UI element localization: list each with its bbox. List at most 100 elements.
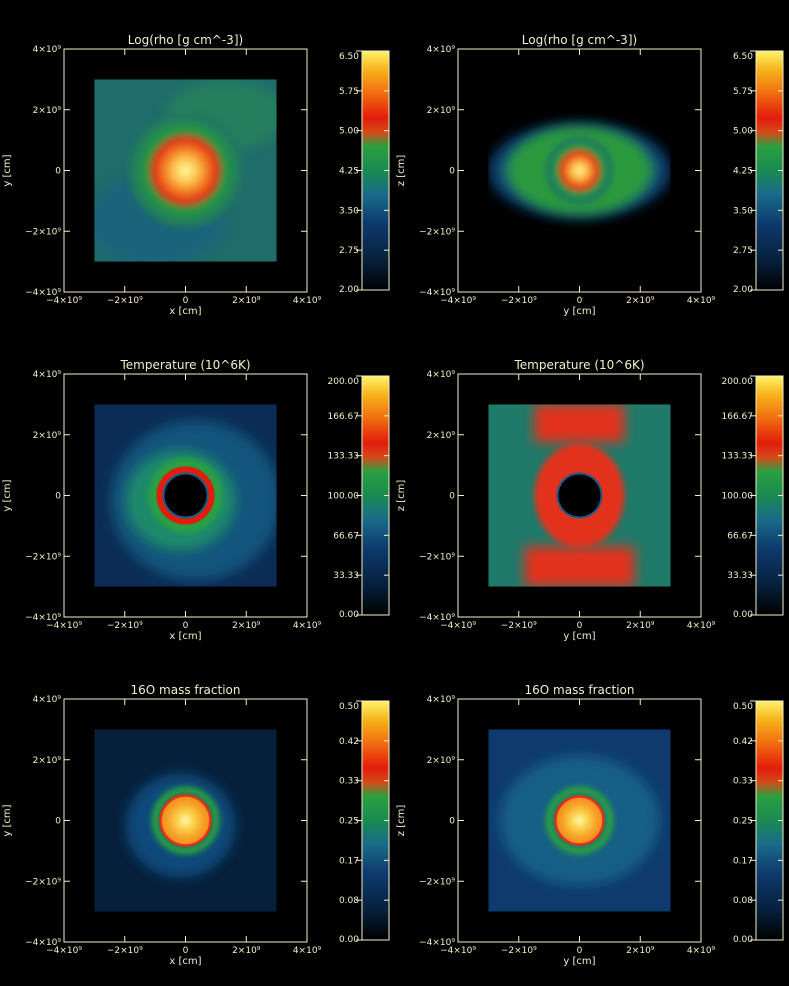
x-tick-label: 4×10⁹ [293,946,322,956]
chart-title: Log(rho [g cm^-3]) [522,33,637,47]
colorbar-tick-label: 33.33 [333,571,359,581]
y-tick-label: 0 [449,167,455,177]
x-tick-label: 2×10⁹ [626,296,655,306]
colorbar-tick-label: 66.67 [333,531,359,541]
y-tick-label: 2×10⁹ [427,106,456,116]
colorbar-tick-label: 0.00 [733,935,753,945]
colorbar-tick-label: 133.33 [722,452,754,462]
x-tick-label: −4×10⁹ [440,946,476,956]
heatmap-image [94,404,277,587]
panel-4: −4×10⁹−4×10⁹ −2×10⁹ −2×10⁹ 0 0 2×10⁹ 2×10⁹ 4×10… [396,358,784,642]
y-axis-label: z [cm] [396,155,407,187]
panel-6: −4×10⁹−4×10⁹ −2×10⁹ −2×10⁹ 0 0 2×10⁹ 2×10⁹ 4×10… [396,683,784,967]
y-tick-label: −2×10⁹ [25,552,61,562]
x-tick-label: 2×10⁹ [626,946,655,956]
panel-5: −4×10⁹−4×10⁹ −2×10⁹ −2×10⁹ 0 0 2×10⁹ 2×10⁹ 4×10… [2,683,390,967]
panel-1: −4×10⁹−4×10⁹ −2×10⁹ −2×10⁹ 0 0 2×10⁹ 2×10⁹ 4×10… [2,33,390,317]
chart-title: Temperature (10^6K) [513,358,644,372]
chart-title: 16O mass fraction [131,683,241,697]
y-tick-label: 4×10⁹ [33,370,62,380]
colorbar-tick-label: 6.50 [733,52,753,62]
y-tick-label: −2×10⁹ [25,227,61,237]
panel-2: −4×10⁹−4×10⁹ −2×10⁹ −2×10⁹ 0 0 2×10⁹ 2×10⁹ 4×10… [396,33,784,317]
y-tick-label: 2×10⁹ [33,431,62,441]
colorbar-tick-label: 0.08 [733,896,753,906]
colorbar-tick-label: 4.25 [733,167,753,177]
chart-title: Log(rho [g cm^-3]) [128,33,243,47]
y-tick-label: 0 [449,492,455,502]
colorbar-tick-label: 166.67 [328,412,360,422]
x-axis-label: x [cm] [169,631,201,642]
y-tick-label: 4×10⁹ [427,45,456,55]
x-axis-label: x [cm] [169,956,201,967]
colorbar-tick-label: 3.50 [339,206,359,216]
y-axis-label: y [cm] [2,479,13,511]
x-tick-label: −2×10⁹ [501,946,537,956]
heatmap-image [488,404,671,587]
x-tick-label: 0 [183,296,189,306]
x-tick-label: 2×10⁹ [232,296,261,306]
colorbar-tick-label: 2.00 [733,285,753,295]
colorbar-tick-label: 0.00 [339,610,359,620]
x-tick-label: −4×10⁹ [46,296,82,306]
heatmap-image [94,79,277,262]
panel-3: −4×10⁹−4×10⁹ −2×10⁹ −2×10⁹ 0 0 2×10⁹ 2×10⁹ 4×10… [2,358,390,642]
x-tick-label: −2×10⁹ [107,296,143,306]
y-tick-label: 4×10⁹ [427,695,456,705]
x-tick-label: −2×10⁹ [501,621,537,631]
x-tick-label: −4×10⁹ [46,946,82,956]
heatmap-image [488,79,671,262]
y-tick-label: 2×10⁹ [33,756,62,766]
colorbar-tick-label: 200.00 [722,377,754,387]
y-axis-label: y [cm] [2,154,13,186]
colorbar-tick-label: 0.08 [339,896,359,906]
colorbar-tick-label: 0.17 [339,856,359,866]
colorbar-tick-label: 33.33 [727,571,753,581]
colorbar-tick-label: 0.42 [339,737,359,747]
x-tick-label: 0 [183,946,189,956]
y-tick-label: 4×10⁹ [33,45,62,55]
x-tick-label: 2×10⁹ [232,946,261,956]
colorbar-tick-label: 0.50 [733,702,753,712]
x-tick-label: −2×10⁹ [107,621,143,631]
colorbar-tick-label: 5.75 [733,87,753,97]
y-tick-label: −4×10⁹ [419,288,455,298]
colorbar-tick-label: 0.50 [339,702,359,712]
colorbar-tick-label: 3.50 [733,206,753,216]
x-axis-label: y [cm] [563,631,595,642]
colorbar-tick-label: 2.75 [339,246,359,256]
y-tick-label: −4×10⁹ [419,613,455,623]
y-axis-label: z [cm] [396,805,407,837]
y-tick-label: −2×10⁹ [419,877,455,887]
y-tick-label: 4×10⁹ [33,695,62,705]
x-tick-label: 0 [577,621,583,631]
colorbar-tick-label: 4.25 [339,167,359,177]
colorbar-tick-label: 0.25 [339,817,359,827]
y-tick-label: 0 [55,167,61,177]
y-tick-label: 0 [449,817,455,827]
y-tick-label: 0 [55,492,61,502]
colorbar-tick-label: 0.17 [733,856,753,866]
x-tick-label: −4×10⁹ [440,296,476,306]
y-tick-label: −4×10⁹ [419,938,455,948]
y-tick-label: 2×10⁹ [427,431,456,441]
colorbar-tick-label: 6.50 [339,52,359,62]
y-axis-label: z [cm] [396,480,407,512]
colorbar-tick-label: 0.33 [339,777,359,787]
x-tick-label: 2×10⁹ [232,621,261,631]
x-tick-label: −2×10⁹ [107,946,143,956]
colorbar-tick-label: 0.33 [733,777,753,787]
y-tick-label: −2×10⁹ [419,227,455,237]
colorbar-tick-label: 200.00 [328,377,360,387]
x-tick-label: 4×10⁹ [687,296,716,306]
colorbar-tick-label: 100.00 [328,492,360,502]
x-tick-label: 0 [577,946,583,956]
x-tick-label: 4×10⁹ [293,621,322,631]
y-tick-label: −2×10⁹ [419,552,455,562]
colorbar-tick-label: 166.67 [722,412,754,422]
chart-title: Temperature (10^6K) [119,358,250,372]
colorbar-tick-label: 2.00 [339,285,359,295]
y-tick-label: −4×10⁹ [25,288,61,298]
heatmap-image [488,729,671,912]
